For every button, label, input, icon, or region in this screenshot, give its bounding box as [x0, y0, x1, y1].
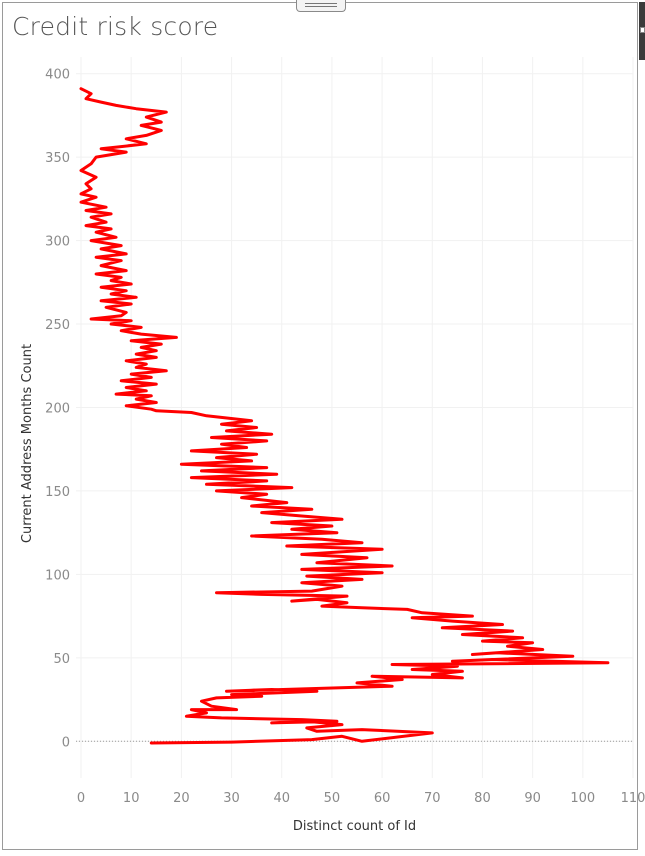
x-tick-label: 10	[123, 791, 140, 806]
x-tick-label: 110	[621, 791, 645, 806]
grip-line	[305, 3, 337, 4]
y-tick-label: 50	[53, 652, 70, 667]
x-tick-label: 0	[77, 791, 85, 806]
x-tick-label: 80	[474, 791, 491, 806]
x-tick-label: 100	[570, 791, 595, 806]
series-line	[79, 87, 610, 745]
x-tick-label: 60	[374, 791, 391, 806]
x-axis-ticks: 0 10 20 30 40 50 60 70 80 90 100 110	[77, 791, 645, 806]
grip-line	[305, 6, 337, 7]
y-tick-label: 400	[45, 68, 70, 83]
y-tick-label: 250	[45, 318, 70, 333]
x-tick-label: 40	[273, 791, 290, 806]
y-tick-label: 0	[62, 735, 70, 750]
y-tick-label: 350	[45, 151, 70, 166]
x-tick-label: 70	[424, 791, 441, 806]
y-tick-label: 200	[45, 401, 70, 416]
y-tick-label: 300	[45, 235, 70, 250]
x-tick-label: 20	[173, 791, 190, 806]
y-axis-ticks: 0 50 100 150 200 250 300 350 400	[45, 68, 70, 751]
resize-grip-handle[interactable]	[296, 0, 346, 12]
x-axis-title: Distinct count of Id	[293, 819, 416, 834]
y-axis-title: Current Address Months Count	[20, 344, 35, 543]
x-tick-label: 50	[324, 791, 341, 806]
x-tick-label: 30	[223, 791, 240, 806]
x-tick-label: 90	[524, 791, 541, 806]
page-title: Credit risk score	[12, 12, 219, 41]
grid-lines	[76, 57, 634, 778]
series-group	[79, 87, 610, 745]
chart-panel	[2, 2, 638, 850]
y-tick-label: 100	[45, 568, 70, 583]
y-tick-label: 150	[45, 485, 70, 500]
